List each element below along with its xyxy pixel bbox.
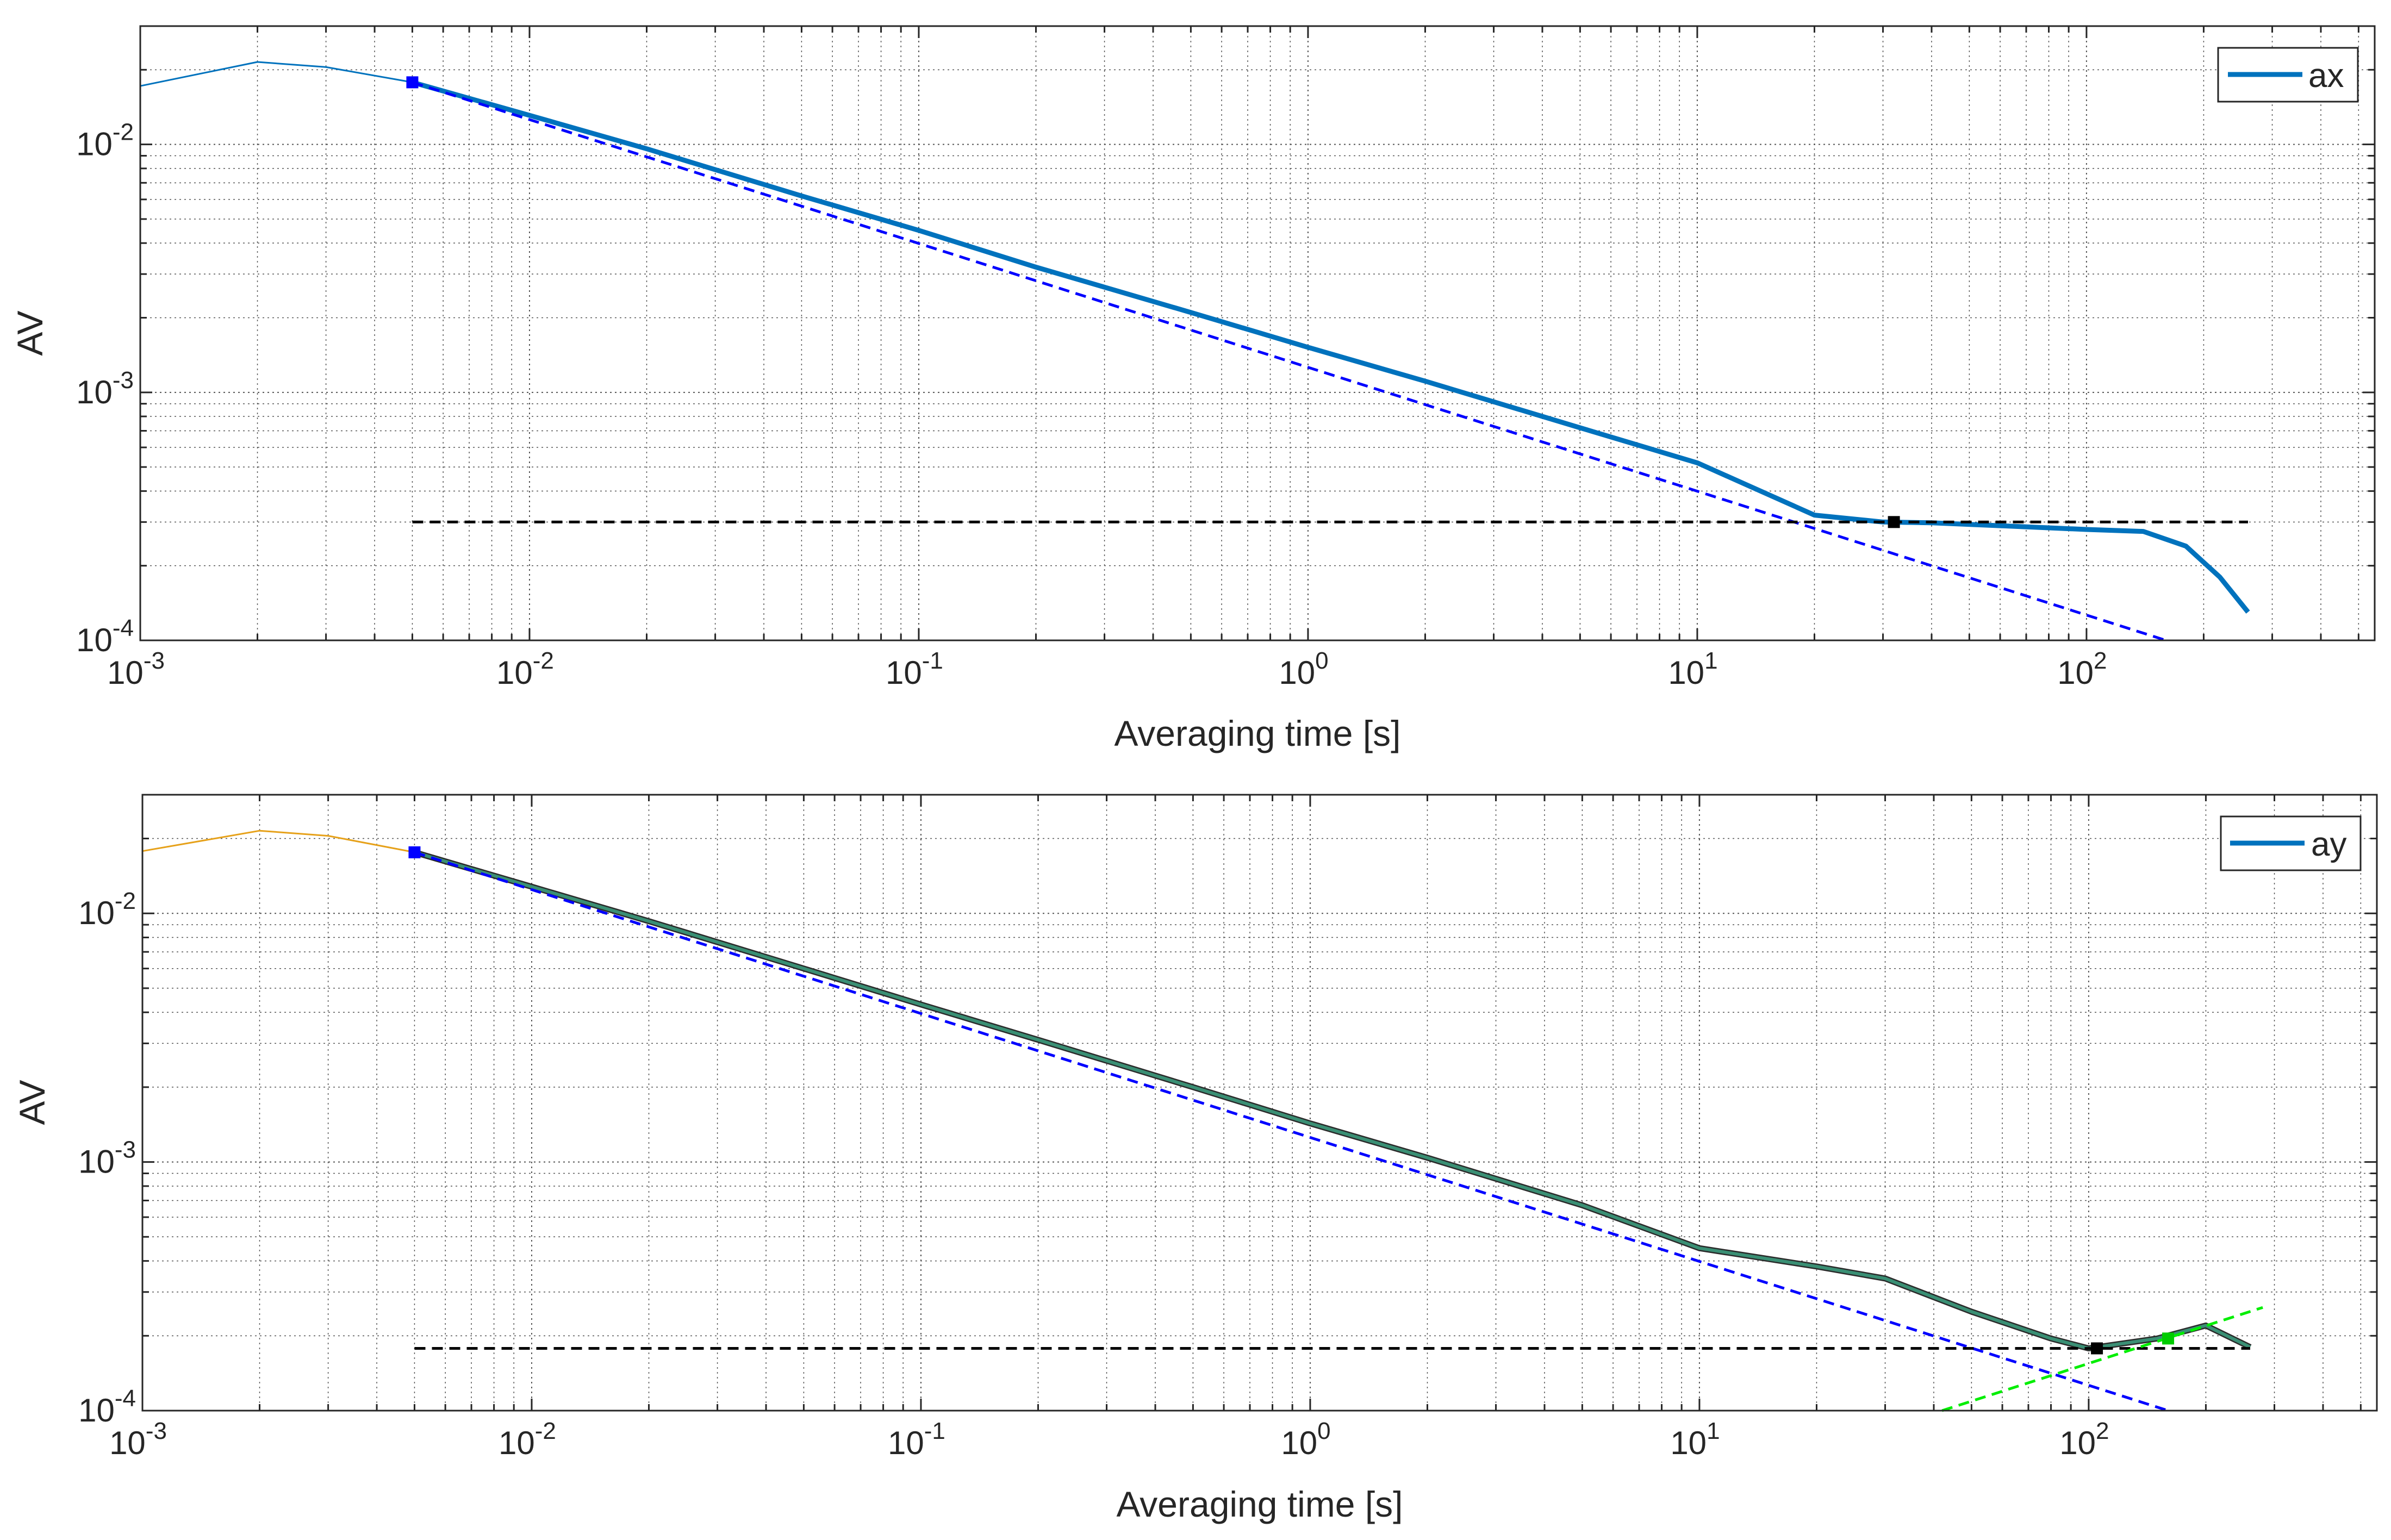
x-tick-label: 101 (1668, 647, 1717, 691)
y-axis-label: AV (10, 310, 50, 356)
series-group (142, 830, 2263, 1412)
x-tick-label: 10-3 (107, 647, 165, 691)
series-rate-random-walk-fit (1941, 1306, 2263, 1412)
x-tick-label: 100 (1281, 1418, 1330, 1461)
x-tick-label: 10-1 (886, 647, 943, 691)
marker-point (1888, 516, 1900, 528)
tick-marks (142, 795, 2377, 1411)
marker-point (406, 76, 419, 89)
series-white-noise-fit (414, 851, 2169, 1412)
x-axis-label: Averaging time [s] (1114, 713, 1400, 753)
x-tick-label: 101 (1670, 1418, 1720, 1461)
x-tick-label: 102 (2057, 647, 2107, 691)
x-tick-label: 10-1 (888, 1418, 945, 1461)
y-tick-label: 10-4 (78, 1385, 136, 1429)
x-tick-label: 10-2 (499, 1418, 556, 1461)
axes-background (142, 795, 2377, 1411)
y-axis-label: AV (12, 1080, 52, 1125)
y-tick-label: 10-3 (78, 1137, 136, 1180)
grid-lines (140, 26, 2375, 640)
x-tick-label: 102 (2059, 1418, 2109, 1461)
x-tick-labels: 10-3 10-2 10-1 100 101 102 (109, 1418, 2109, 1461)
y-tick-label: 10-4 (76, 615, 134, 658)
chart-ay: 10-3 10-2 10-1 100 101 102 10-410-310-2 Avera… (12, 794, 2378, 1524)
y-tick-label: 10-3 (76, 367, 134, 410)
y-tick-label: 10-2 (78, 888, 136, 931)
series-group (140, 61, 2250, 642)
axes-box (141, 794, 2378, 1412)
marker-point (408, 846, 421, 858)
series-ax-raw (140, 61, 413, 87)
legend: ay (2220, 815, 2362, 871)
axes-box (139, 25, 2376, 641)
marker-point (2091, 1342, 2103, 1355)
tick-marks (140, 26, 2375, 640)
series-ay-raw (142, 830, 415, 853)
x-tick-labels: 10-3 10-2 10-1 100 101 102 (107, 647, 2107, 691)
legend-label-ax: ax (2308, 57, 2344, 95)
legend-label-ay: ay (2311, 826, 2346, 863)
series-ax (412, 80, 2250, 614)
x-axis-label: Averaging time [s] (1116, 1484, 1403, 1524)
y-tick-label: 10-2 (76, 119, 134, 163)
legend: ax (2217, 47, 2359, 103)
series-white-noise-fit (412, 81, 2166, 642)
marker-point (2162, 1332, 2175, 1345)
y-tick-labels: 10-4 10-3 10-2 (76, 119, 134, 658)
x-tick-label: 100 (1279, 647, 1328, 691)
y-tick-labels: 10-4 10-3 10-2 (78, 888, 136, 1429)
x-tick-label: 10-2 (496, 647, 554, 691)
chart-ax: 10-3 10-2 10-1 100 101 102 10-410-310-2 Avera… (10, 25, 2376, 753)
x-tick-label: 10-3 (109, 1418, 167, 1461)
grid-lines (142, 795, 2377, 1411)
